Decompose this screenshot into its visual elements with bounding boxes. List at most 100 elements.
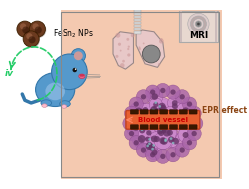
Circle shape bbox=[158, 130, 164, 136]
Circle shape bbox=[146, 143, 153, 150]
Circle shape bbox=[163, 107, 177, 121]
Circle shape bbox=[145, 137, 150, 142]
Circle shape bbox=[167, 119, 170, 122]
Circle shape bbox=[190, 16, 206, 32]
Circle shape bbox=[167, 130, 173, 136]
Bar bbox=[70, 10, 71, 179]
Bar bbox=[214, 10, 215, 179]
Circle shape bbox=[132, 129, 151, 149]
Circle shape bbox=[149, 98, 162, 111]
Text: EPR effect: EPR effect bbox=[202, 106, 247, 115]
Bar bbox=[69, 10, 70, 179]
Circle shape bbox=[137, 117, 151, 130]
Bar bbox=[100, 10, 101, 179]
Circle shape bbox=[172, 103, 178, 109]
Circle shape bbox=[141, 110, 159, 128]
Ellipse shape bbox=[45, 82, 65, 100]
Circle shape bbox=[182, 97, 197, 111]
Circle shape bbox=[135, 108, 142, 115]
Bar bbox=[142, 10, 143, 179]
Circle shape bbox=[166, 85, 180, 99]
Circle shape bbox=[180, 113, 187, 121]
Circle shape bbox=[146, 130, 152, 136]
Circle shape bbox=[180, 123, 187, 129]
Bar bbox=[116, 10, 117, 179]
Bar bbox=[84, 10, 85, 179]
Circle shape bbox=[191, 111, 197, 116]
Circle shape bbox=[183, 132, 188, 138]
Bar bbox=[195, 10, 196, 179]
Bar bbox=[162, 10, 163, 179]
Bar bbox=[151, 10, 152, 179]
Bar bbox=[93, 10, 94, 179]
Circle shape bbox=[163, 131, 180, 148]
Circle shape bbox=[150, 110, 169, 129]
Circle shape bbox=[156, 121, 164, 129]
Bar bbox=[62, 10, 63, 179]
Bar bbox=[152, 10, 153, 179]
Circle shape bbox=[146, 102, 163, 119]
Circle shape bbox=[24, 32, 40, 48]
Circle shape bbox=[195, 21, 201, 27]
Bar bbox=[92, 10, 93, 179]
Bar bbox=[85, 10, 86, 179]
Circle shape bbox=[129, 111, 134, 116]
Bar bbox=[219, 10, 220, 179]
Bar bbox=[105, 10, 106, 179]
Circle shape bbox=[143, 107, 148, 112]
Circle shape bbox=[159, 137, 167, 144]
Bar bbox=[180, 11, 182, 42]
Circle shape bbox=[163, 125, 177, 140]
Bar bbox=[74, 10, 75, 179]
Circle shape bbox=[158, 120, 164, 126]
Bar bbox=[114, 10, 115, 179]
Bar bbox=[132, 10, 133, 179]
Bar bbox=[103, 10, 104, 179]
Bar bbox=[134, 16, 141, 18]
FancyBboxPatch shape bbox=[189, 125, 197, 129]
Bar bbox=[164, 10, 165, 179]
Ellipse shape bbox=[60, 101, 70, 107]
Circle shape bbox=[152, 116, 169, 133]
Bar bbox=[77, 10, 78, 179]
Circle shape bbox=[164, 139, 167, 142]
Bar bbox=[134, 10, 135, 179]
Circle shape bbox=[30, 22, 46, 38]
Circle shape bbox=[116, 33, 120, 38]
Circle shape bbox=[160, 126, 165, 132]
Circle shape bbox=[163, 129, 171, 137]
Bar bbox=[94, 10, 95, 179]
Circle shape bbox=[170, 89, 176, 95]
Bar bbox=[149, 10, 150, 179]
Circle shape bbox=[152, 118, 154, 121]
Bar bbox=[129, 10, 130, 179]
Bar bbox=[96, 10, 97, 179]
Bar bbox=[72, 10, 73, 179]
Bar bbox=[68, 10, 69, 179]
Circle shape bbox=[151, 106, 157, 113]
Bar bbox=[63, 10, 64, 179]
Bar bbox=[218, 10, 219, 179]
Circle shape bbox=[146, 85, 160, 99]
Bar bbox=[143, 10, 144, 179]
Bar bbox=[198, 10, 199, 179]
Circle shape bbox=[146, 130, 163, 147]
FancyBboxPatch shape bbox=[140, 125, 148, 129]
Bar bbox=[170, 10, 171, 179]
Circle shape bbox=[129, 102, 148, 121]
Circle shape bbox=[172, 142, 175, 144]
Ellipse shape bbox=[36, 73, 75, 107]
Polygon shape bbox=[136, 30, 165, 67]
Circle shape bbox=[168, 136, 175, 143]
Circle shape bbox=[52, 54, 87, 90]
Circle shape bbox=[165, 123, 168, 126]
Circle shape bbox=[136, 143, 151, 157]
Circle shape bbox=[148, 138, 151, 141]
Bar bbox=[146, 10, 147, 179]
Bar bbox=[197, 10, 198, 179]
Bar bbox=[156, 10, 157, 179]
Circle shape bbox=[146, 148, 160, 162]
Circle shape bbox=[175, 90, 189, 104]
Circle shape bbox=[157, 121, 164, 128]
Bar bbox=[217, 10, 218, 179]
